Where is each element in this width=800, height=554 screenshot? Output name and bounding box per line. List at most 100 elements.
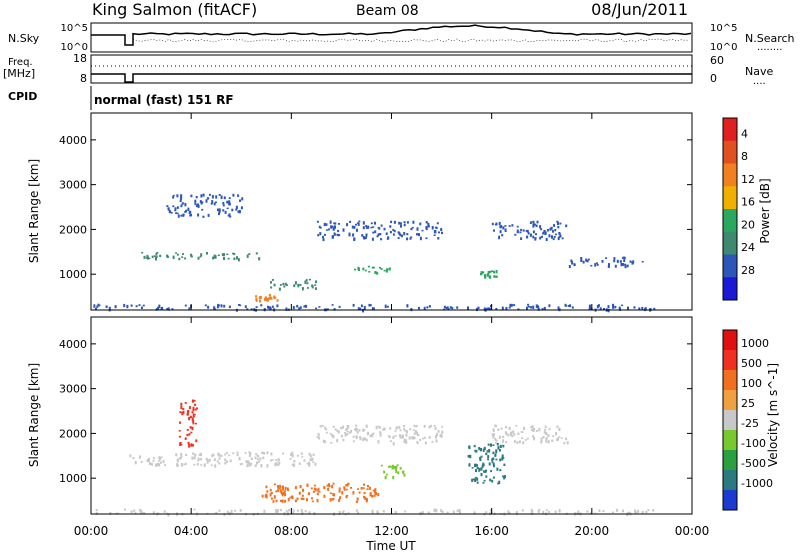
- power-echo-cell: [433, 234, 436, 236]
- power-echo-cell: [237, 210, 240, 213]
- power-echo-cell: [554, 228, 557, 232]
- velocity-echo-cell: [181, 463, 184, 466]
- velocity-echo-cell: [244, 452, 247, 454]
- velocity-echo-cell: [394, 430, 397, 432]
- cpid-label: CPID: [8, 90, 37, 103]
- velocity-echo-cell: [472, 478, 475, 481]
- velocity-echo-cell: [337, 430, 340, 434]
- velocity-echo-cell: [503, 476, 506, 480]
- velocity-echo-cell: [254, 464, 257, 467]
- velocity-echo-cell: [294, 499, 297, 503]
- velocity-echo-cell: [338, 489, 341, 493]
- velocity-echo-cell: [180, 402, 183, 406]
- velocity-echo-cell: [494, 455, 497, 457]
- velocity-echo-cell: [558, 509, 561, 513]
- power-echo-cell: [352, 303, 355, 307]
- velocity-echo-cell: [563, 442, 566, 445]
- power-echo-cell: [180, 194, 183, 198]
- power-echo-cell: [176, 206, 179, 209]
- power-echo-cell: [195, 196, 198, 199]
- velocity-echo-cell: [357, 511, 360, 514]
- velocity-echo-cell: [343, 487, 346, 491]
- noise-left-tick-top: 10^5: [61, 23, 88, 34]
- velocity-echo-cell: [239, 463, 242, 466]
- velocity-echo-cell: [275, 461, 278, 466]
- power-echo-cell: [374, 221, 376, 225]
- power-echo-cell: [599, 307, 602, 311]
- velocity-echo-cell: [208, 458, 211, 462]
- power-echo-cell: [303, 305, 306, 308]
- velocity-echo-cell: [189, 426, 192, 429]
- velocity-echo-region: [129, 451, 317, 468]
- velocity-echo-cell: [543, 431, 546, 434]
- velocity-echo-cell: [179, 421, 181, 424]
- velocity-echo-cell: [542, 436, 545, 439]
- power-echo-cell: [359, 307, 362, 311]
- power-echo-cell: [223, 256, 225, 261]
- velocity-echo-cell: [492, 464, 495, 468]
- power-echo-cell: [357, 222, 360, 226]
- velocity-echo-cell: [489, 478, 492, 482]
- power-echo-cell: [539, 236, 542, 240]
- power-echo-cell: [365, 233, 368, 237]
- velocity-echo-cell: [490, 470, 493, 473]
- velocity-echo-cell: [180, 405, 183, 409]
- velocity-echo-cell: [499, 469, 502, 472]
- power-echo-cell: [361, 234, 364, 237]
- power-echo-cell: [155, 257, 157, 261]
- velocity-echo-cell: [265, 485, 268, 489]
- velocity-echo-cell: [167, 513, 170, 517]
- velocity-echo-cell: [160, 456, 163, 459]
- velocity-echo-cell: [540, 441, 543, 444]
- velocity-echo-cell: [634, 509, 636, 513]
- power-echo-cell: [228, 203, 231, 206]
- cpid-value: normal (fast) 151 RF: [94, 93, 234, 107]
- power-echo-cell: [190, 194, 193, 198]
- power-echo-cell: [525, 229, 528, 232]
- power-echo-cell: [416, 233, 418, 236]
- velocity-echo-cell: [338, 511, 341, 514]
- velocity-echo-cell: [332, 482, 335, 485]
- velocity-echo-cell: [281, 499, 284, 503]
- power-echo-cell: [229, 215, 232, 218]
- velocity-echo-cell: [193, 508, 196, 511]
- power-echo-cell: [565, 224, 568, 228]
- velocity-echo-cell: [308, 511, 311, 514]
- velocity-echo-cell: [286, 487, 289, 490]
- velocity-echo-cell: [95, 509, 98, 512]
- velocity-echo-cell: [395, 427, 398, 430]
- velocity-echo-cell: [513, 440, 516, 443]
- power-echo-cell: [441, 231, 443, 235]
- velocity-echo-cell: [441, 510, 444, 513]
- power-echo-cell: [202, 193, 205, 197]
- velocity-echo-cell: [280, 499, 282, 502]
- velocity-echo-cell: [502, 435, 505, 439]
- velocity-echo-cell: [492, 457, 495, 461]
- velocity-echo-cell: [263, 452, 266, 455]
- power-echo-cell: [324, 233, 326, 236]
- velocity-echo-cell: [435, 508, 438, 513]
- power-echo-cell: [357, 266, 360, 270]
- velocity-echo-cell: [190, 431, 193, 434]
- velocity-echo-cell: [317, 487, 320, 491]
- velocity-echo-cell: [499, 444, 502, 448]
- power-echo-cell: [532, 223, 535, 227]
- station-title: King Salmon (fitACF): [92, 0, 257, 19]
- power-echo-cell: [239, 304, 242, 307]
- velocity-echo-cell: [494, 437, 497, 441]
- velocity-echo-cell: [545, 509, 548, 511]
- velocity-echo-cell: [330, 441, 333, 444]
- velocity-echo-cell: [602, 510, 605, 513]
- velocity-echo-cell: [423, 424, 426, 428]
- power-echo-cell: [427, 224, 430, 228]
- velocity-echo-cell: [376, 510, 379, 514]
- velocity-echo-cell: [392, 442, 395, 446]
- power-echo-cell: [417, 233, 420, 236]
- power-echo-cell: [542, 232, 545, 235]
- power-echo-cell: [325, 223, 328, 226]
- power-echo-cell: [315, 307, 318, 310]
- velocity-echo-region: [467, 442, 506, 485]
- velocity-echo-cell: [513, 433, 516, 436]
- velocity-echo-cell: [488, 449, 491, 453]
- velocity-echo-cell: [384, 475, 387, 480]
